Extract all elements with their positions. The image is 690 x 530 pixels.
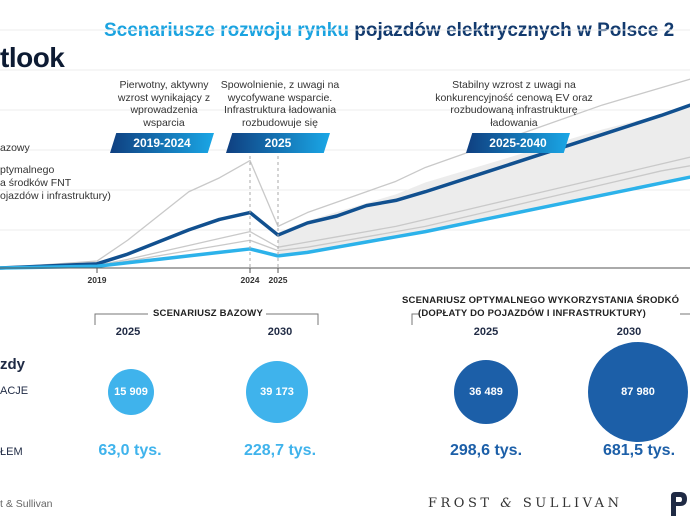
logo-frost: FROST <box>428 496 493 511</box>
year-base-2025: 2025 <box>115 326 141 338</box>
x-ticks: 2019 2024 2025 <box>88 268 288 285</box>
total-optimal-2025: 298,6 tys. <box>449 442 523 459</box>
series-line-other-mid <box>0 156 690 269</box>
series-line-base <box>0 175 690 270</box>
tick-label: 2025 <box>269 275 288 285</box>
series-line-other-low <box>0 165 690 269</box>
row-label-top: zdy <box>0 356 26 373</box>
section-base-title: SCENARIUSZ BAZOWY <box>152 308 263 319</box>
row-label-total: ŁEM <box>0 446 23 458</box>
logo-ampersand: & <box>500 496 516 511</box>
circle-value: 87 980 <box>621 386 655 398</box>
annotation-slowdown: Spowolnienie, z uwagi na wycofywane wspa… <box>220 79 340 129</box>
year-optimal-2030: 2030 <box>616 326 642 338</box>
total-base-2025: 63,0 tys. <box>98 442 162 459</box>
total-optimal-2030: 681,5 tys. <box>602 442 676 459</box>
circle-optimal-2025: 36 489 <box>454 360 518 424</box>
circle-base-2025: 15 909 <box>108 369 154 415</box>
year-markers <box>249 150 279 268</box>
section-optimal-title-2: (DOPŁATY DO POJAZDÓW I INFRASTRUKTURY) <box>418 308 647 319</box>
legend-optimal-3: ojazdów i infrastruktury) <box>0 190 111 202</box>
badge-2025: 2025 <box>226 133 330 153</box>
badge-2019-2024: 2019-2024 <box>110 133 214 153</box>
annotation-initial-growth: Pierwotny, aktywny wzrost wynikający z w… <box>117 79 211 129</box>
chart-lines <box>0 78 690 270</box>
year-optimal-2025: 2025 <box>473 326 499 338</box>
row-label-registrations: ACJE <box>0 385 29 397</box>
circle-value: 39 173 <box>260 386 294 398</box>
year-base-2030: 2030 <box>267 326 293 338</box>
tick-label: 2019 <box>88 275 107 285</box>
pspa-logo-icon <box>671 492 687 516</box>
outlook-label: tlook <box>0 42 65 73</box>
total-base-2030: 228,7 tys. <box>243 442 317 459</box>
line-chart: 2019 2024 2025 <box>0 29 690 285</box>
legend-optimal-1: ptymalnego <box>0 164 55 176</box>
scenario-band <box>278 107 690 256</box>
footer-source: t & Sullivan <box>0 498 53 510</box>
legend-optimal-2: a środków FNT <box>0 177 72 189</box>
tick-label: 2024 <box>241 275 260 285</box>
section-brackets <box>94 313 690 325</box>
circle-optimal-2030: 87 980 <box>588 342 688 442</box>
circle-base-2030: 39 173 <box>246 361 308 423</box>
logo-sullivan: SULLIVAN <box>522 496 623 511</box>
series-line-other-high <box>0 78 690 269</box>
legend-base: azowy <box>0 142 30 154</box>
circle-value: 15 909 <box>114 386 148 398</box>
badge-2025-2040: 2025-2040 <box>466 133 570 153</box>
section-optimal-title-1: SCENARIUSZ OPTYMALNEGO WYKORZYSTANIA ŚRO… <box>402 295 680 306</box>
circle-value: 36 489 <box>469 386 503 398</box>
footer-logo: FROST & SULLIVAN <box>428 496 622 511</box>
annotation-stable-growth: Stabilny wzrost z uwagi na konkurencyjno… <box>435 79 593 129</box>
